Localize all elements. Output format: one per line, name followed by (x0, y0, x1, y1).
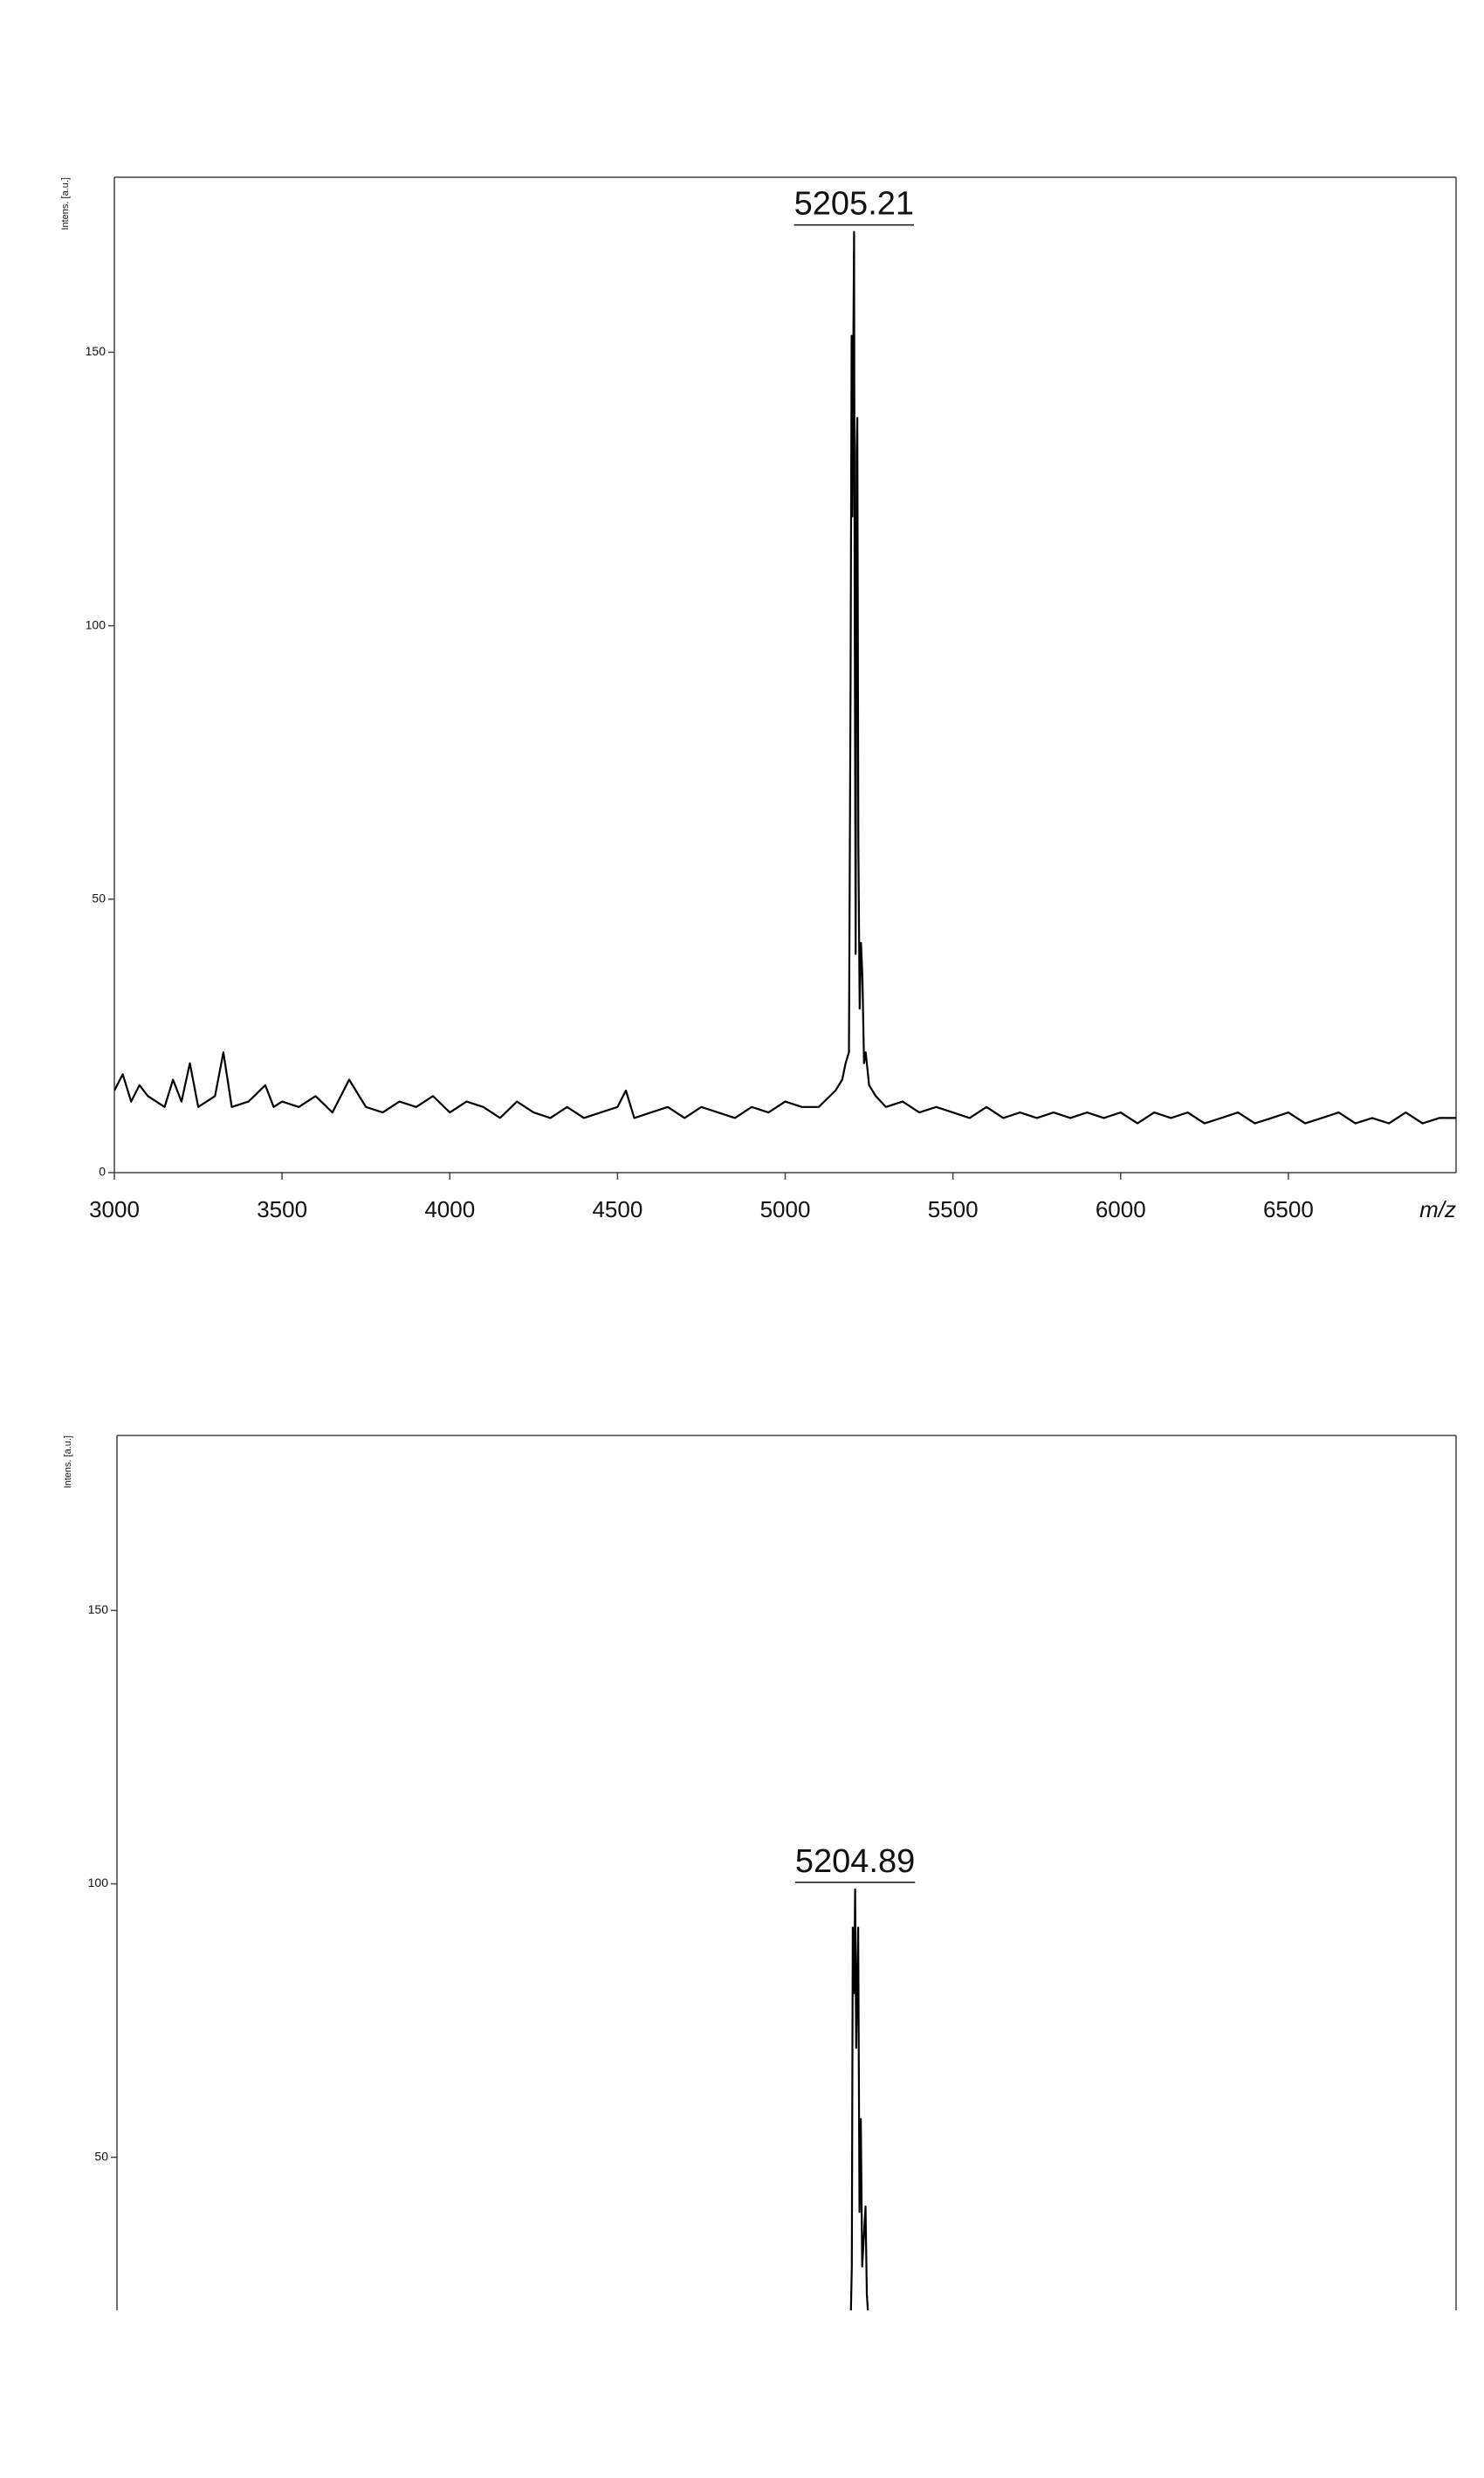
x-tick-label: 5000 (760, 1196, 811, 1222)
y-axis-label: Intens. [a.u.] (63, 1435, 73, 1489)
x-tick-label: 5500 (928, 1196, 979, 1222)
chart: 50 100 150 Intens. [a.u.] 5204.89 (63, 1435, 1457, 2310)
chart: 0 50 100 150 3000 3500 4000 4500 5000 5500 6000 650… (60, 176, 1457, 1222)
x-tick-label: 4500 (592, 1196, 642, 1222)
y-tick-label: 50 (94, 2149, 108, 2163)
y-tick-label: 150 (88, 1602, 109, 1616)
x-tick-label: 6000 (1096, 1196, 1146, 1222)
y-tick-label: 150 (86, 344, 106, 358)
peak-label: 5205.21 (794, 186, 914, 223)
y-tick-label: 100 (86, 617, 106, 631)
y-tick-label: 0 (99, 1165, 106, 1179)
spectrum-line (114, 231, 1456, 1125)
y-tick-label: 100 (88, 1876, 109, 1889)
x-tick-label: 4000 (424, 1196, 475, 1222)
x-tick-label: 3500 (257, 1196, 307, 1222)
spectrum-line (849, 1888, 869, 2310)
x-axis-label: m/z (1419, 1196, 1456, 1222)
y-tick-label: 50 (92, 891, 106, 905)
y-axis-label: Intens. [a.u.] (60, 177, 71, 231)
x-tick-label: 6500 (1263, 1196, 1314, 1222)
x-tick-label: 3000 (89, 1196, 140, 1222)
peak-label: 5204.89 (795, 1843, 915, 1880)
